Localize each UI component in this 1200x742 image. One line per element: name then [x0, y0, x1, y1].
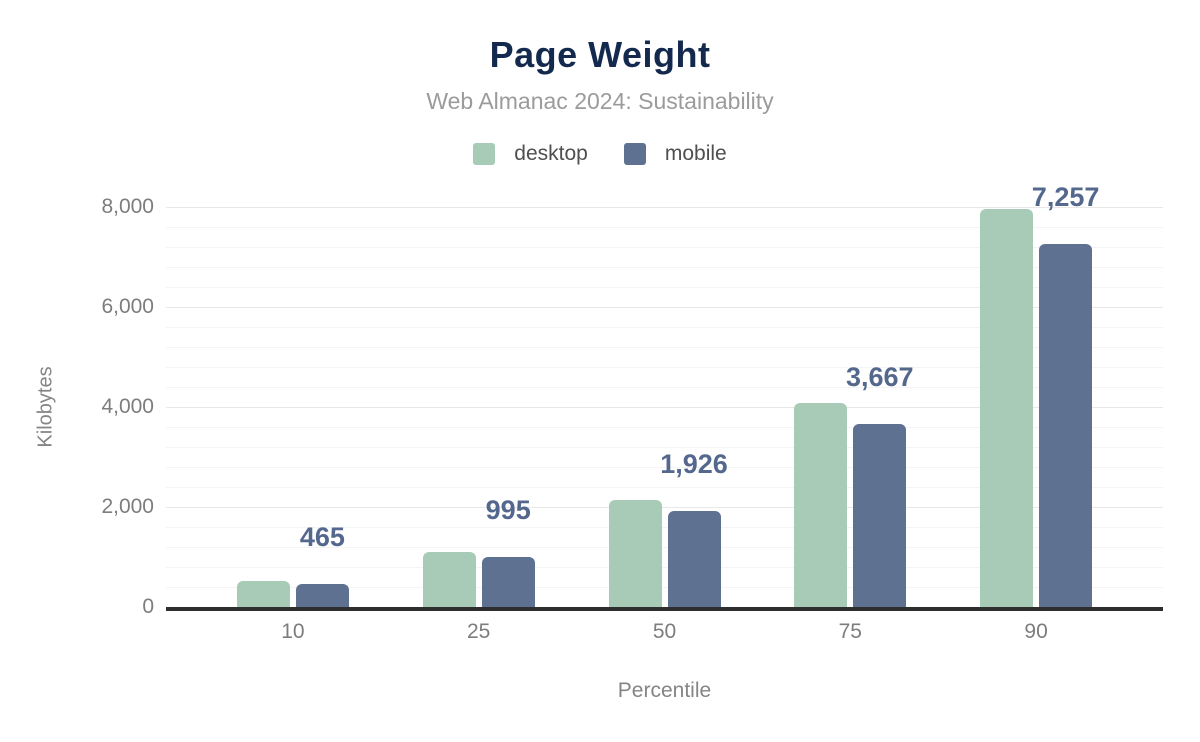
gridline-major-4000 — [166, 407, 1163, 408]
gridline-major-6000 — [166, 307, 1163, 308]
chart-title: Page Weight — [489, 34, 711, 75]
gridline-minor-400 — [166, 587, 1163, 588]
gridline-minor-4400 — [166, 387, 1163, 388]
legend-swatch-mobile — [623, 143, 646, 165]
gridline-minor-6800 — [166, 267, 1163, 268]
data-label-mobile-p50: 1,926 — [660, 448, 728, 479]
legend-label-desktop: desktop — [514, 142, 588, 165]
legend-swatch-desktop — [473, 143, 496, 165]
bar-mobile-p50 — [667, 510, 721, 607]
gridline-minor-4800 — [166, 367, 1163, 368]
gridline-minor-6400 — [166, 287, 1163, 288]
data-label-mobile-p10: 465 — [299, 521, 345, 552]
gridline-minor-800 — [166, 567, 1163, 568]
legend-item-desktop: desktop — [473, 142, 588, 166]
gridline-minor-1600 — [166, 527, 1163, 528]
gridline-minor-3200 — [166, 447, 1163, 448]
bar-mobile-p10 — [295, 583, 349, 607]
x-tick-90: 90 — [1024, 620, 1048, 643]
y-tick-2000: 2,000 — [101, 495, 154, 518]
legend-label-mobile: mobile — [664, 142, 727, 165]
x-axis-line — [166, 607, 1163, 611]
gridline-minor-2800 — [166, 467, 1163, 468]
bar-mobile-p25 — [481, 557, 535, 607]
bar-desktop-p25 — [422, 551, 476, 607]
bar-mobile-p90 — [1039, 244, 1093, 607]
bar-desktop-p75 — [794, 403, 848, 607]
data-label-mobile-p75: 3,667 — [846, 361, 914, 392]
legend-item-mobile: mobile — [623, 142, 727, 166]
bar-desktop-p50 — [608, 500, 662, 607]
x-tick-50: 50 — [652, 620, 677, 643]
gridline-minor-5200 — [166, 347, 1163, 348]
gridline-minor-7200 — [166, 247, 1163, 248]
x-tick-75: 75 — [838, 620, 862, 643]
x-tick-25: 25 — [467, 620, 491, 643]
y-tick-8000: 8,000 — [101, 195, 154, 218]
legend: desktop mobile — [0, 142, 1200, 166]
gridline-minor-1200 — [166, 547, 1163, 548]
bar-desktop-p90 — [980, 209, 1034, 607]
chart-subtitle: Web Almanac 2024: Sustainability — [426, 88, 774, 114]
plot-area: 465 995 1,926 3,667 7,257 — [166, 183, 1163, 611]
data-label-mobile-p90: 7,257 — [1031, 182, 1100, 213]
bar-desktop-p10 — [236, 581, 290, 607]
gridline-minor-7600 — [166, 227, 1163, 228]
y-tick-0: 0 — [142, 595, 154, 618]
gridline-minor-5600 — [166, 327, 1163, 328]
gridline-major-2000 — [166, 507, 1163, 508]
y-tick-4000: 4,000 — [101, 395, 154, 418]
gridline-minor-2400 — [166, 487, 1163, 488]
gridline-major-8000 — [166, 207, 1163, 208]
data-label-mobile-p25: 995 — [485, 495, 531, 526]
bar-mobile-p75 — [853, 423, 907, 607]
y-tick-6000: 6,000 — [101, 295, 154, 318]
x-tick-10: 10 — [281, 620, 305, 643]
x-axis-title: Percentile — [617, 679, 712, 702]
gridline-minor-3600 — [166, 427, 1163, 428]
